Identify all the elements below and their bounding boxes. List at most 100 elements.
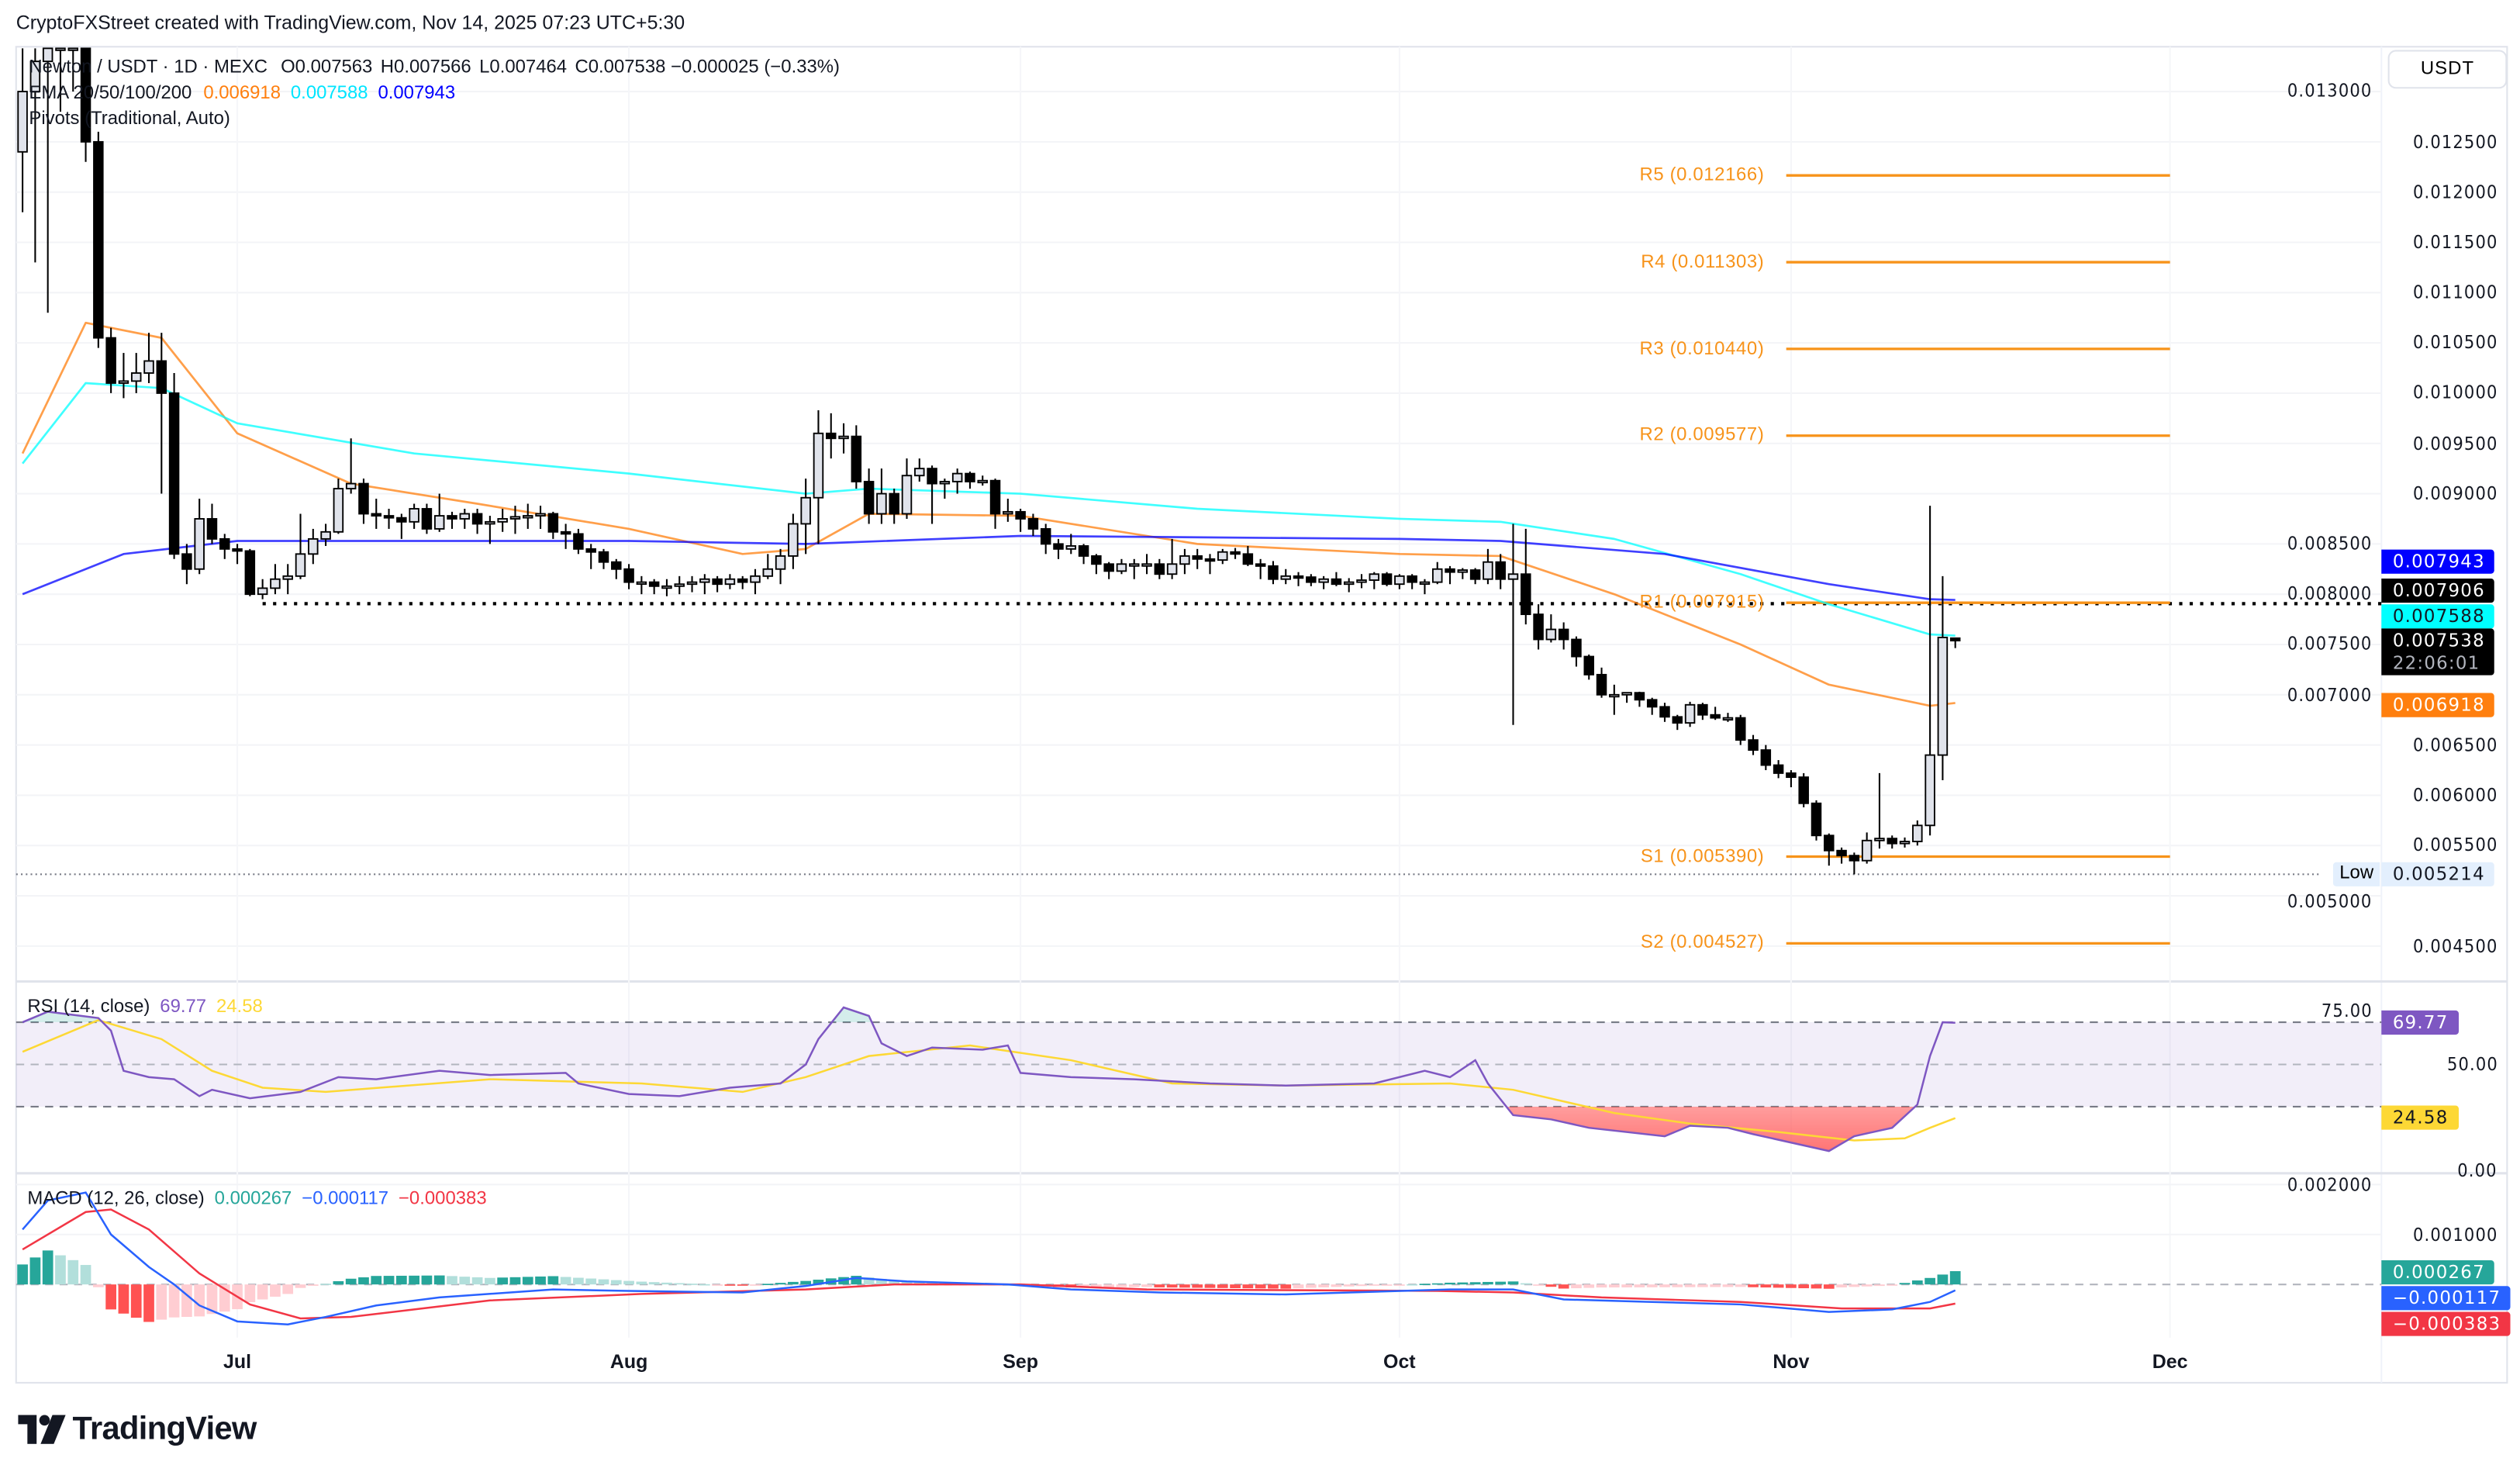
candle[interactable] [686, 575, 698, 593]
candle[interactable] [1710, 707, 1721, 720]
candle[interactable] [1230, 548, 1241, 559]
candle[interactable] [1103, 562, 1114, 579]
candle[interactable] [308, 528, 319, 565]
candle[interactable] [1369, 572, 1380, 589]
candle[interactable] [788, 513, 799, 569]
candle[interactable] [1571, 636, 1582, 667]
candle[interactable] [1646, 697, 1658, 715]
ema20-line[interactable] [21, 321, 1956, 707]
candle[interactable] [1040, 523, 1051, 555]
candle[interactable] [168, 373, 180, 559]
candle[interactable] [838, 423, 849, 454]
candle[interactable] [270, 564, 281, 595]
candle[interactable] [1684, 701, 1696, 727]
candle[interactable] [825, 413, 837, 459]
candle[interactable] [699, 574, 710, 595]
candle[interactable] [989, 479, 1001, 529]
candle[interactable] [535, 506, 546, 529]
candle[interactable] [1469, 568, 1481, 585]
candle[interactable] [1899, 837, 1911, 848]
candle[interactable] [80, 47, 91, 162]
candle[interactable] [333, 479, 344, 534]
candle[interactable] [219, 534, 230, 559]
candle[interactable] [383, 508, 395, 529]
candle[interactable] [560, 523, 571, 549]
candle[interactable] [724, 574, 736, 589]
candle[interactable] [1583, 654, 1594, 680]
candle[interactable] [977, 475, 989, 486]
candle[interactable] [1255, 558, 1266, 579]
candle[interactable] [648, 579, 660, 595]
candle[interactable] [1065, 534, 1077, 555]
candle[interactable] [130, 353, 142, 393]
candle[interactable] [1533, 604, 1544, 650]
candle[interactable] [889, 489, 899, 524]
candle[interactable] [813, 409, 824, 544]
ema200-line[interactable] [22, 534, 1956, 601]
candle[interactable] [1824, 833, 1835, 866]
candle[interactable] [1457, 568, 1469, 579]
candle[interactable] [509, 506, 521, 534]
candle[interactable] [1483, 548, 1493, 585]
candle[interactable] [762, 554, 774, 579]
candle[interactable] [1381, 572, 1393, 586]
candle[interactable] [800, 479, 811, 555]
candle[interactable] [585, 544, 596, 569]
candle[interactable] [1116, 558, 1127, 575]
candle[interactable] [1672, 714, 1683, 731]
candle[interactable] [1861, 832, 1873, 864]
candle[interactable] [1836, 847, 1847, 864]
candle[interactable] [433, 493, 445, 532]
candle[interactable] [1166, 538, 1178, 579]
candle[interactable] [573, 528, 584, 555]
candle[interactable] [471, 508, 483, 534]
candle[interactable] [358, 479, 369, 524]
candle[interactable] [194, 499, 205, 575]
candle[interactable] [1722, 713, 1734, 722]
candle[interactable] [863, 468, 875, 524]
candle[interactable] [1179, 548, 1190, 575]
candle[interactable] [459, 508, 471, 529]
candle[interactable] [1925, 506, 1935, 836]
candle[interactable] [1318, 575, 1329, 589]
candle[interactable] [1786, 770, 1797, 788]
candle[interactable] [1078, 544, 1089, 565]
candle[interactable] [1192, 548, 1203, 569]
candle[interactable] [1419, 579, 1431, 595]
candle[interactable] [345, 438, 357, 494]
candle[interactable] [1293, 572, 1304, 586]
candle[interactable] [93, 131, 104, 348]
candle[interactable] [1217, 548, 1228, 565]
candle[interactable] [1394, 574, 1405, 589]
macd-legend[interactable]: MACD (12, 26, close) 0.000267 −0.000117 … [27, 1187, 486, 1210]
candle[interactable] [1495, 554, 1506, 589]
candle[interactable] [1356, 574, 1367, 589]
candle[interactable] [951, 468, 963, 494]
candle[interactable] [1558, 622, 1569, 650]
candle[interactable] [1128, 558, 1140, 579]
rsi-line[interactable] [22, 1006, 1956, 1152]
candle[interactable] [1773, 760, 1784, 779]
candle[interactable] [371, 499, 382, 529]
candle[interactable] [1659, 703, 1670, 722]
candle[interactable] [1003, 499, 1013, 522]
candle[interactable] [1280, 568, 1291, 585]
candle[interactable] [1621, 692, 1632, 703]
candle[interactable] [1811, 800, 1822, 841]
macd-line[interactable] [22, 1191, 1956, 1325]
candle[interactable] [1431, 562, 1443, 585]
candle[interactable] [661, 579, 672, 596]
candle[interactable] [1949, 637, 1961, 648]
candle[interactable] [1521, 528, 1531, 625]
candle[interactable] [750, 568, 761, 595]
candle[interactable] [939, 479, 951, 499]
candle[interactable] [206, 503, 218, 544]
candle[interactable] [737, 575, 748, 589]
candle[interactable] [447, 511, 457, 529]
candle[interactable] [1874, 772, 1885, 849]
candle[interactable] [320, 523, 331, 546]
candle[interactable] [901, 458, 913, 519]
ema-legend[interactable]: EMA 20/50/100/200 0.006918 0.007588 0.00… [29, 82, 455, 105]
candle[interactable] [29, 48, 41, 263]
